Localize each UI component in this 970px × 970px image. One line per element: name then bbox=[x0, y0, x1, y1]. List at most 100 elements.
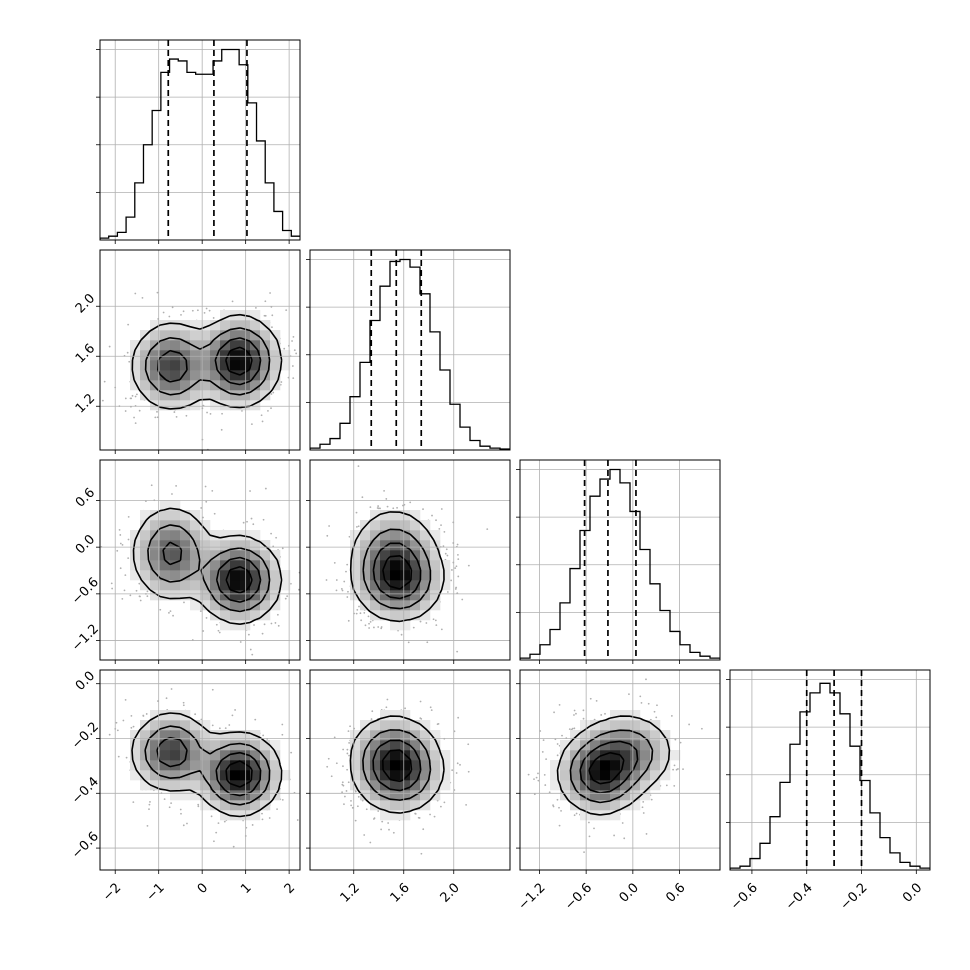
density-cell bbox=[410, 530, 421, 541]
scatter-point bbox=[223, 820, 226, 823]
density-cell bbox=[230, 760, 241, 771]
density-cell bbox=[220, 560, 231, 571]
panel-frame bbox=[309, 669, 511, 871]
scatter-point bbox=[292, 335, 295, 338]
scatter-point bbox=[268, 817, 271, 819]
density-cell bbox=[210, 740, 221, 751]
density-cell bbox=[220, 380, 231, 391]
density-cell bbox=[250, 570, 261, 581]
density-cell bbox=[390, 770, 401, 781]
panel-frame bbox=[99, 669, 301, 871]
scatter-point bbox=[171, 493, 173, 495]
density-cell bbox=[140, 530, 151, 541]
scatter-point bbox=[108, 345, 111, 348]
histogram-line bbox=[100, 48, 300, 240]
panel-content bbox=[527, 678, 703, 854]
scatter-point bbox=[261, 632, 264, 635]
density-cell bbox=[130, 340, 141, 351]
density-cell bbox=[170, 550, 181, 561]
scatter-point bbox=[548, 791, 551, 794]
density-cell bbox=[140, 510, 151, 521]
scatter-point bbox=[533, 778, 535, 781]
density-cell bbox=[430, 570, 441, 581]
histogram-line bbox=[520, 468, 720, 660]
density-cell bbox=[190, 590, 201, 601]
scatter-point bbox=[373, 817, 376, 820]
scatter-point bbox=[249, 648, 252, 651]
density-cell bbox=[420, 800, 431, 811]
scatter-point bbox=[217, 822, 220, 825]
grid bbox=[100, 250, 300, 450]
density-cell bbox=[230, 350, 241, 361]
scatter-point bbox=[588, 835, 591, 838]
density-cell bbox=[440, 780, 451, 791]
scatter-point bbox=[205, 307, 208, 310]
density-cell bbox=[250, 810, 261, 821]
scatter-point bbox=[171, 306, 174, 309]
grid bbox=[310, 670, 510, 870]
density-cell bbox=[360, 590, 371, 601]
density-cell bbox=[440, 770, 451, 781]
density-cell bbox=[170, 500, 181, 511]
density-cell bbox=[360, 730, 371, 741]
scatter-point bbox=[456, 762, 459, 765]
scatter-point bbox=[194, 713, 197, 716]
density-cell bbox=[170, 730, 181, 741]
panel-0-0 bbox=[96, 39, 301, 244]
density-cell bbox=[350, 530, 361, 541]
panel-content bbox=[101, 291, 298, 450]
density-cell bbox=[570, 790, 581, 801]
scatter-point bbox=[461, 598, 464, 601]
scatter-point bbox=[357, 525, 360, 528]
density-cell bbox=[350, 760, 361, 771]
density-cell bbox=[400, 530, 411, 541]
density-cell bbox=[180, 750, 191, 761]
density-cell bbox=[230, 560, 241, 571]
density-cell bbox=[220, 810, 231, 821]
scatter-point bbox=[628, 693, 630, 696]
contour-line bbox=[362, 729, 432, 801]
scatter-point bbox=[527, 773, 530, 776]
scatter-point bbox=[191, 309, 194, 312]
scatter-point bbox=[250, 423, 253, 426]
scatter-point bbox=[440, 508, 443, 510]
density-cell bbox=[170, 590, 181, 601]
density-cell bbox=[190, 390, 201, 401]
density-cell bbox=[180, 740, 191, 751]
scatter-point bbox=[139, 599, 142, 602]
scatter-point bbox=[335, 762, 338, 765]
density-cell bbox=[250, 330, 261, 341]
density-cell bbox=[400, 710, 411, 721]
density-cell bbox=[240, 770, 251, 781]
density-cell bbox=[190, 720, 201, 731]
density-cell bbox=[250, 800, 261, 811]
scatter-point bbox=[250, 517, 253, 520]
density-cell bbox=[180, 330, 191, 341]
scatter-point bbox=[274, 622, 277, 624]
scatter-point bbox=[150, 484, 153, 487]
density-cell bbox=[230, 740, 241, 751]
density-cell bbox=[230, 570, 241, 581]
density-cell bbox=[200, 800, 211, 811]
density-cell bbox=[360, 740, 371, 751]
density-cell bbox=[260, 750, 271, 761]
scatter-point bbox=[296, 819, 299, 821]
scatter-point bbox=[148, 808, 150, 811]
density-cell bbox=[160, 350, 171, 361]
density-cell bbox=[240, 550, 251, 561]
contour-line bbox=[382, 749, 413, 783]
density-cell bbox=[220, 320, 231, 331]
scatter-point bbox=[455, 565, 458, 568]
scatter-point bbox=[291, 340, 293, 342]
scatter-point bbox=[354, 819, 357, 822]
density-cell bbox=[130, 730, 141, 741]
density-cell bbox=[190, 320, 201, 331]
density-cell bbox=[250, 400, 261, 411]
density-cell bbox=[230, 320, 241, 331]
density-cell bbox=[220, 620, 231, 631]
density-cell bbox=[180, 780, 191, 791]
density-cell bbox=[140, 540, 151, 551]
density-cell bbox=[370, 510, 381, 521]
contour-line bbox=[362, 528, 432, 610]
density-cell bbox=[160, 780, 171, 791]
